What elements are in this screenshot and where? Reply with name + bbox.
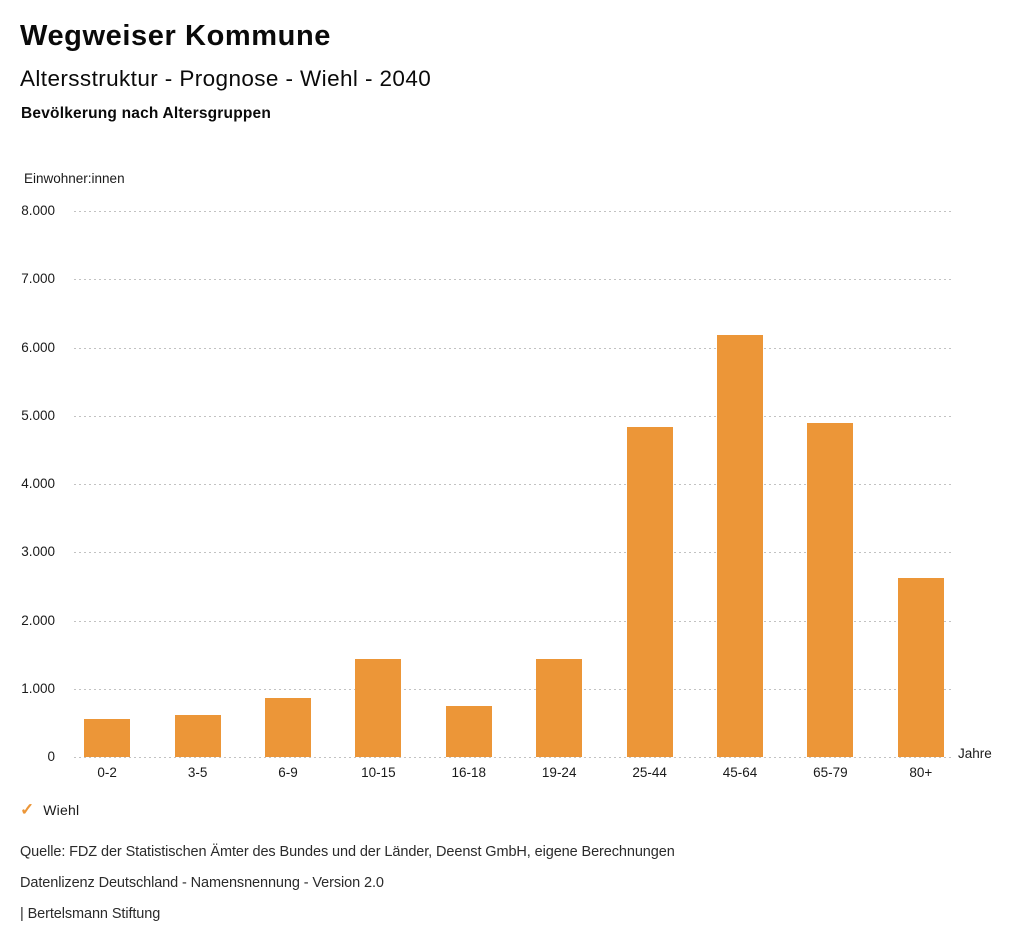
chart-subtitle: Altersstruktur - Prognose - Wiehl - 2040 [20, 66, 432, 91]
x-tick-label: 25-44 [632, 765, 667, 780]
chart-heading: Bevölkerung nach Altersgruppen [21, 105, 272, 122]
y-tick-label: 1.000 [21, 680, 55, 696]
gridline [74, 620, 953, 622]
y-tick-label: 5.000 [21, 407, 55, 423]
y-tick-label: 6.000 [21, 339, 55, 355]
y-tick-label: 0 [47, 749, 55, 764]
publisher-line: | Bertelsmann Stiftung [20, 906, 161, 922]
bar-45-64[interactable] [717, 334, 763, 757]
bar-19-24[interactable] [536, 659, 583, 757]
gridline [74, 757, 953, 758]
legend-item-wiehl[interactable]: ✓ Wiehl [20, 801, 79, 819]
bar-25-44[interactable] [626, 427, 673, 757]
y-tick-label: 2.000 [21, 612, 55, 628]
x-tick-label: 80+ [909, 765, 933, 780]
bar-0-2[interactable] [84, 718, 131, 757]
gridline [74, 211, 953, 212]
legend-label: Wiehl [43, 802, 80, 818]
source-line: Quelle: FDZ der Statistischen Ämter des … [20, 844, 675, 860]
check-icon: ✓ [20, 800, 35, 819]
x-tick-label: 3-5 [187, 765, 208, 780]
y-axis-unit-label: Einwohner:innen [24, 171, 125, 186]
x-tick-label: 6-9 [278, 765, 298, 780]
y-tick-label: 7.000 [21, 271, 55, 287]
x-tick-label: 45-64 [722, 765, 758, 780]
x-tick-label: 65-79 [813, 765, 848, 780]
bar-80+[interactable] [897, 578, 944, 757]
gridline [74, 279, 953, 281]
x-axis-title: Jahre [958, 746, 992, 761]
x-tick-label: 19-24 [541, 765, 577, 780]
bar-6-9[interactable] [265, 697, 311, 757]
y-tick-label: 4.000 [21, 476, 55, 491]
y-tick-label: 8.000 [21, 203, 55, 218]
gridline [74, 415, 953, 417]
gridline [74, 552, 953, 554]
x-tick-label: 16-18 [451, 765, 487, 780]
x-tick-label: 0-2 [97, 765, 117, 780]
y-tick-label: 3.000 [21, 544, 55, 560]
license-line: Datenlizenz Deutschland - Namensnennung … [20, 875, 384, 891]
page-title: Wegweiser Kommune [20, 20, 332, 52]
bar-65-79[interactable] [807, 423, 854, 757]
x-tick-label: 10-15 [361, 765, 396, 780]
gridline [74, 484, 953, 485]
bar-3-5[interactable] [174, 714, 221, 757]
bar-16-18[interactable] [445, 705, 492, 757]
bar-10-15[interactable] [355, 659, 402, 757]
gridline [74, 347, 953, 349]
gridline [74, 688, 953, 690]
